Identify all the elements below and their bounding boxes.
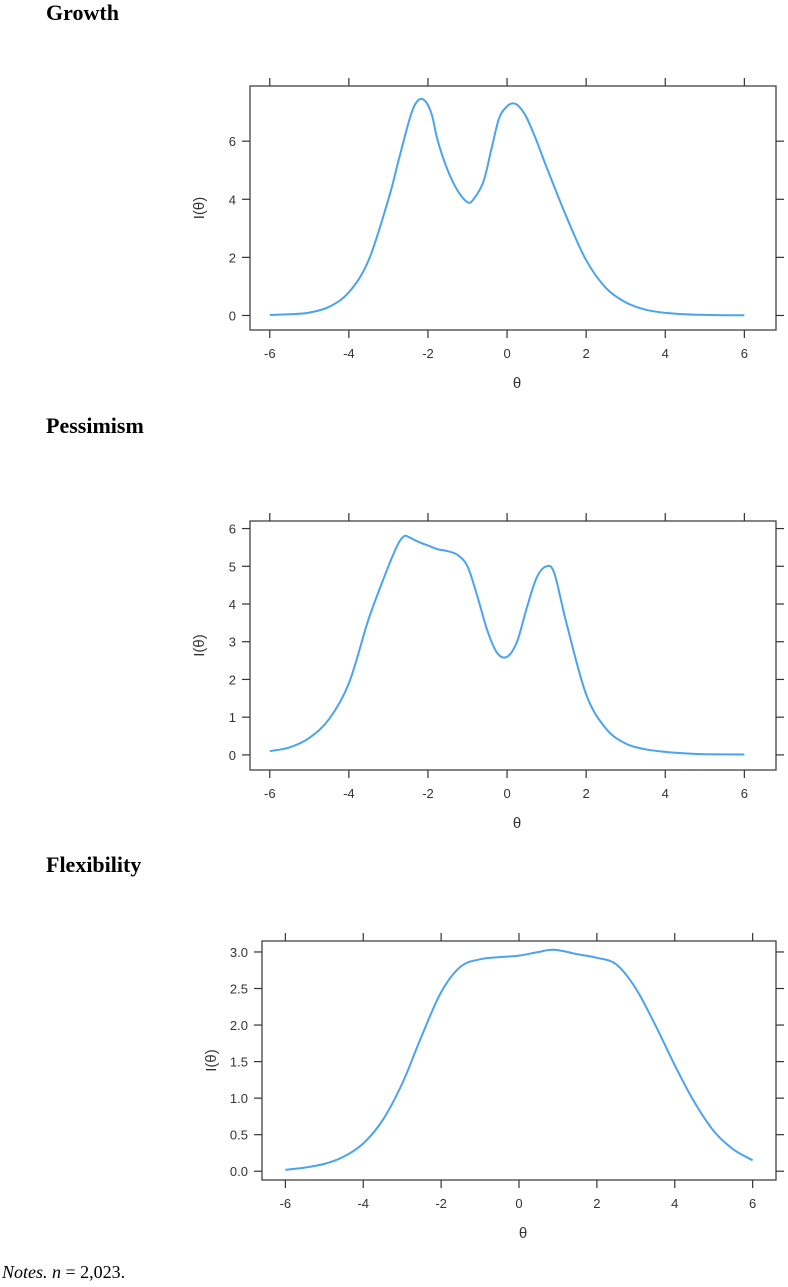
information-curve <box>269 534 745 756</box>
x-tick-label: 6 <box>741 786 748 801</box>
x-axis-label: θ <box>513 815 521 832</box>
y-tick-label: 2 <box>229 250 236 265</box>
x-tick-label: 6 <box>749 1196 756 1211</box>
plot-frame <box>261 940 777 1181</box>
notes-sample-size: = 2,023. <box>61 1262 126 1282</box>
y-tick-label: 6 <box>229 134 236 149</box>
plot-frame <box>249 85 777 331</box>
y-axis-label: I(θ) <box>191 634 208 657</box>
x-tick-label: -4 <box>343 346 355 361</box>
y-tick-label: 2.0 <box>230 1018 248 1033</box>
information-curve <box>285 948 754 1171</box>
x-tick-label: 0 <box>515 1196 522 1211</box>
y-tick-label: 0.0 <box>230 1164 248 1179</box>
notes-footnote: Notes. n = 2,023. <box>2 1262 125 1283</box>
y-tick-label: 5 <box>229 559 236 574</box>
y-tick-label: 4 <box>229 597 236 612</box>
x-tick-label: 2 <box>583 346 590 361</box>
y-tick-label: 0 <box>229 308 236 323</box>
y-tick-label: 2 <box>229 672 236 687</box>
y-axis-label: I(θ) <box>203 1049 220 1072</box>
x-tick-label: -2 <box>422 786 434 801</box>
y-tick-label: 6 <box>229 522 236 537</box>
x-tick-label: -2 <box>435 1196 447 1211</box>
x-axis-label: θ <box>519 1225 527 1242</box>
notes-n-symbol: n <box>52 1262 62 1282</box>
x-tick-label: 6 <box>741 346 748 361</box>
x-tick-label: 4 <box>662 346 669 361</box>
chart-title-growth: Growth <box>46 0 119 25</box>
y-tick-label: 0.5 <box>230 1128 248 1143</box>
y-axis-label: I(θ) <box>191 197 208 220</box>
x-tick-label: -4 <box>357 1196 369 1211</box>
y-tick-label: 1.0 <box>230 1091 248 1106</box>
y-tick-label: 1.5 <box>230 1055 248 1070</box>
x-axis-label: θ <box>513 375 521 392</box>
x-tick-label: 0 <box>503 786 510 801</box>
x-tick-label: -2 <box>422 346 434 361</box>
plot-frame <box>249 520 777 771</box>
flexibility-chart: -6 -4 -2 0 2 4 6 0.0 0.5 1.0 1.5 2.0 2.5 3.0 θ I(θ) <box>203 933 784 1242</box>
y-tick-label: 1 <box>229 710 236 725</box>
x-tick-label: 2 <box>583 786 590 801</box>
y-tick-label: 4 <box>229 192 236 207</box>
pessimism-chart: -6 -4 -2 0 2 4 6 0 1 2 3 4 5 6 θ I(θ) <box>191 513 784 832</box>
y-tick-label: 2.5 <box>230 982 248 997</box>
x-tick-label: 0 <box>503 346 510 361</box>
x-tick-label: -6 <box>280 1196 292 1211</box>
chart-title-pessimism: Pessimism <box>46 413 144 438</box>
y-tick-label: 0 <box>229 748 236 763</box>
x-tick-label: 4 <box>671 1196 678 1211</box>
growth-chart: -6 -4 -2 0 2 4 6 0 2 4 6 θ I(θ) <box>191 78 784 392</box>
y-tick-label: 3 <box>229 635 236 650</box>
x-tick-label: -4 <box>343 786 355 801</box>
y-tick-label: 3.0 <box>230 945 248 960</box>
x-tick-label: 2 <box>593 1196 600 1211</box>
x-tick-label: 4 <box>662 786 669 801</box>
notes-label: Notes. <box>2 1262 48 1282</box>
chart-title-flexibility: Flexibility <box>46 852 142 877</box>
x-tick-label: -6 <box>264 786 276 801</box>
x-tick-label: -6 <box>264 346 276 361</box>
information-curve <box>269 97 745 317</box>
